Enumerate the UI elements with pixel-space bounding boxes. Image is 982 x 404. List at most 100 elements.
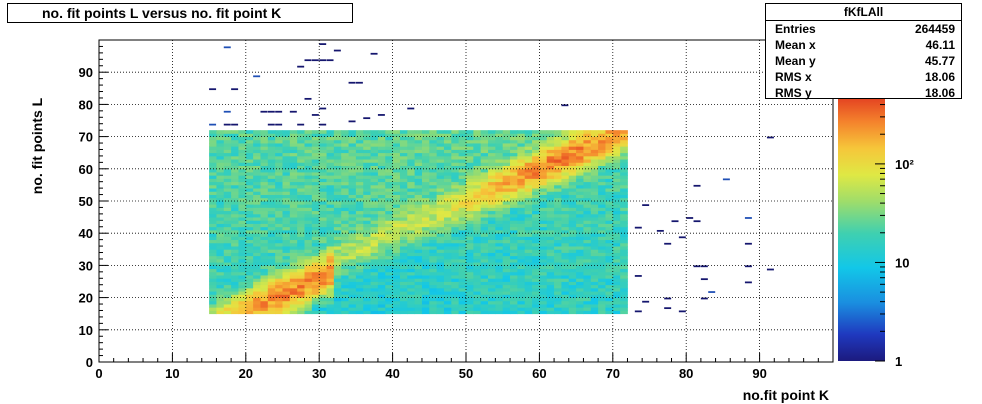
heatmap-cell bbox=[517, 143, 526, 147]
heatmap-cell bbox=[429, 268, 438, 273]
heatmap-cell bbox=[260, 130, 269, 134]
heatmap-cell bbox=[355, 213, 364, 218]
heatmap-cell bbox=[473, 152, 482, 157]
heatmap-cell bbox=[275, 143, 283, 147]
heatmap-cell bbox=[495, 239, 504, 244]
heatmap-cell bbox=[436, 159, 445, 163]
heatmap-cell bbox=[260, 304, 269, 308]
heatmap-cell bbox=[363, 284, 371, 289]
heatmap-cell bbox=[620, 242, 628, 247]
heatmap-cell bbox=[326, 220, 335, 224]
heatmap-cell bbox=[392, 307, 401, 311]
heatmap-cell bbox=[407, 149, 416, 154]
heatmap-cell bbox=[392, 223, 401, 228]
heatmap-cell bbox=[539, 217, 548, 221]
heatmap-cell bbox=[517, 278, 526, 282]
heatmap-cell bbox=[377, 246, 386, 250]
heatmap-cell bbox=[576, 284, 584, 289]
heatmap-cell bbox=[216, 181, 225, 186]
heatmap-cell bbox=[436, 252, 445, 257]
sparse-bin bbox=[664, 242, 672, 245]
heatmap-cell bbox=[576, 149, 584, 154]
heatmap-cell bbox=[209, 242, 217, 247]
heatmap-cell bbox=[392, 275, 401, 279]
heatmap-cell bbox=[260, 201, 269, 205]
heatmap-cell bbox=[436, 197, 445, 202]
heatmap-cell bbox=[590, 204, 599, 208]
heatmap-cell bbox=[517, 262, 526, 266]
heatmap-cell bbox=[311, 275, 320, 279]
heatmap-cell bbox=[590, 197, 599, 202]
heatmap-cell bbox=[326, 271, 335, 276]
heatmap-cell bbox=[466, 194, 474, 199]
heatmap-cell bbox=[304, 130, 313, 134]
heatmap-cell bbox=[421, 143, 430, 147]
heatmap-cell bbox=[546, 213, 555, 218]
heatmap-cell bbox=[576, 168, 584, 173]
heatmap-cell bbox=[289, 239, 298, 244]
heatmap-cell bbox=[209, 258, 217, 263]
heatmap-cell bbox=[598, 307, 606, 311]
heatmap-cell bbox=[554, 207, 562, 212]
heatmap-cell bbox=[282, 297, 291, 302]
heatmap-cell bbox=[377, 278, 386, 282]
heatmap-cell bbox=[561, 255, 570, 260]
heatmap-cell bbox=[576, 275, 584, 279]
heatmap-cell bbox=[363, 217, 371, 221]
sparse-bin bbox=[260, 110, 268, 113]
heatmap-cell bbox=[605, 155, 614, 160]
heatmap-cell bbox=[341, 217, 349, 221]
heatmap-cell bbox=[473, 275, 482, 279]
heatmap-cell bbox=[554, 252, 562, 257]
heatmap-cell bbox=[517, 287, 526, 292]
heatmap-cell bbox=[510, 152, 518, 157]
heatmap-cell bbox=[480, 284, 489, 289]
heatmap-cell bbox=[377, 217, 386, 221]
heatmap-cell bbox=[311, 213, 320, 218]
heatmap-cell bbox=[568, 165, 577, 170]
heatmap-cell bbox=[216, 304, 225, 308]
sparse-bin bbox=[722, 178, 730, 181]
heatmap-cell bbox=[443, 294, 452, 298]
heatmap-cell bbox=[458, 210, 467, 215]
heatmap-cell bbox=[326, 278, 335, 282]
heatmap-cell bbox=[554, 284, 562, 289]
heatmap-cell bbox=[495, 246, 504, 250]
heatmap-cell bbox=[289, 246, 298, 250]
heatmap-cell bbox=[510, 159, 518, 163]
heatmap-cell bbox=[209, 265, 217, 270]
heatmap-cell bbox=[333, 223, 342, 228]
heatmap-cell bbox=[333, 181, 342, 186]
heatmap-cell bbox=[458, 213, 467, 218]
heatmap-cell bbox=[524, 262, 533, 266]
heatmap-cell bbox=[253, 310, 261, 315]
heatmap-cell bbox=[377, 207, 386, 212]
heatmap-cell bbox=[539, 168, 548, 173]
heatmap-cell bbox=[414, 204, 423, 208]
heatmap-cell bbox=[451, 133, 460, 137]
heatmap-cell bbox=[267, 268, 276, 273]
heatmap-cell bbox=[517, 229, 526, 234]
heatmap-cell bbox=[275, 268, 283, 273]
heatmap-cell bbox=[605, 265, 614, 270]
heatmap-cell bbox=[429, 300, 438, 305]
heatmap-cell bbox=[517, 252, 526, 257]
sparse-bin bbox=[700, 265, 708, 268]
heatmap-cell bbox=[561, 262, 570, 266]
heatmap-cell bbox=[392, 207, 401, 212]
heatmap-cell bbox=[245, 175, 254, 179]
heatmap-cell bbox=[392, 139, 401, 144]
heatmap-cell bbox=[576, 175, 584, 179]
heatmap-cell bbox=[451, 249, 460, 253]
heatmap-cell bbox=[502, 175, 511, 179]
heatmap-cell bbox=[539, 255, 548, 260]
heatmap-cell bbox=[568, 246, 577, 250]
heatmap-cell bbox=[429, 310, 438, 315]
heatmap-cell bbox=[443, 300, 452, 305]
heatmap-cell bbox=[539, 201, 548, 205]
heatmap-cell bbox=[502, 165, 511, 170]
heatmap-cell bbox=[517, 165, 526, 170]
heatmap-cell bbox=[238, 246, 247, 250]
heatmap-cell bbox=[451, 220, 460, 224]
heatmap-cell bbox=[341, 233, 349, 237]
